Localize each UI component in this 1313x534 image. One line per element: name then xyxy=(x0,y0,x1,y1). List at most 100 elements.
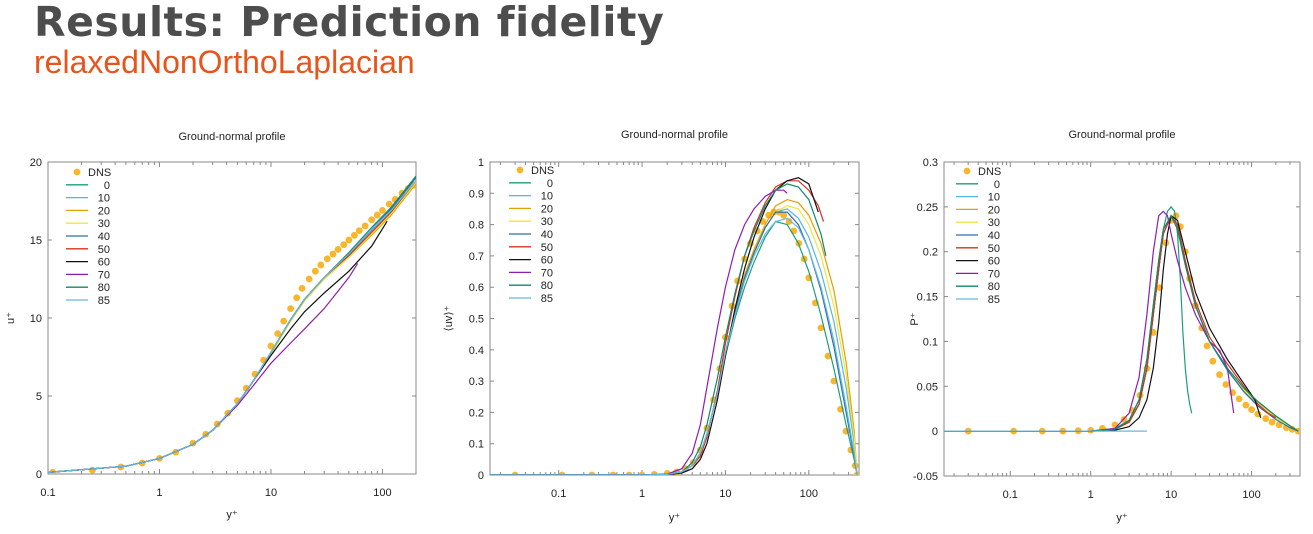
dns-point xyxy=(1248,406,1255,414)
dns-point xyxy=(1209,357,1217,365)
legend-label: 50 xyxy=(98,244,110,256)
dns-series xyxy=(964,212,1300,435)
dns-point xyxy=(242,384,250,392)
chart-production-profile: Ground-normal profile -0.05 0 0.05 0.1 0.15 0.… xyxy=(909,129,1301,524)
dns-point xyxy=(379,206,386,214)
x-tick-label: 10 xyxy=(719,488,731,500)
model-series xyxy=(48,175,416,473)
dns-point xyxy=(345,236,353,244)
y-tick-label: 0.1 xyxy=(923,336,938,348)
legend-label: 80 xyxy=(98,282,110,294)
x-tick-label: 10 xyxy=(265,487,277,499)
y-tick-label: 0.1 xyxy=(469,439,484,451)
dns-point xyxy=(267,342,275,350)
legend-label: 10 xyxy=(988,192,1000,204)
series-line-85 xyxy=(48,180,416,473)
dns-point xyxy=(780,211,788,219)
legend-label: 10 xyxy=(98,193,110,205)
dns-point xyxy=(830,377,838,385)
slide-title: Results: Prediction fidelity xyxy=(34,0,665,46)
dns-point xyxy=(511,471,519,475)
slide-subtitle: relaxedNonOrthoLaplacian xyxy=(34,44,415,80)
dns-point xyxy=(213,420,221,428)
legend-label: 0 xyxy=(994,179,1000,191)
dns-point xyxy=(558,471,566,475)
dns-point xyxy=(817,324,825,332)
legend-label: DNS xyxy=(978,166,1001,178)
y-tick-label: 0.25 xyxy=(917,202,938,214)
y-tick-label: 0.3 xyxy=(469,376,484,388)
chart-title: Ground-normal profile xyxy=(621,129,728,141)
dns-point xyxy=(1235,395,1243,403)
dns-point xyxy=(385,200,393,208)
x-tick-label: 10 xyxy=(1165,489,1177,501)
dns-point xyxy=(138,459,146,467)
y-tick-label: 0 xyxy=(932,426,938,438)
dns-point xyxy=(1268,418,1276,426)
y-tick-label: 0.3 xyxy=(923,157,938,169)
legend-dns-marker xyxy=(73,168,81,176)
dns-point xyxy=(287,305,294,313)
y-tick-label: 0.2 xyxy=(469,407,484,419)
dns-point xyxy=(1242,401,1250,409)
legend-label: 85 xyxy=(98,295,110,307)
plot-frame xyxy=(943,161,1301,477)
legend-label: 80 xyxy=(988,281,1000,293)
series-line-85 xyxy=(490,217,858,475)
x-axis-label: y⁺ xyxy=(1116,512,1128,524)
legend-label: 70 xyxy=(541,267,553,279)
dns-point xyxy=(1216,371,1223,379)
y-tick-label: 0.5 xyxy=(469,314,484,326)
x-tick-label: 0.1 xyxy=(551,488,566,500)
series-line-70 xyxy=(48,263,359,473)
legend-label: 30 xyxy=(988,217,1000,229)
dns-point xyxy=(765,211,773,219)
legend-label: 30 xyxy=(98,218,110,230)
dns-point xyxy=(350,231,358,239)
dns-point xyxy=(334,245,342,253)
legend-label: 40 xyxy=(541,229,553,241)
legend-label: 30 xyxy=(541,216,553,228)
dns-point xyxy=(1087,426,1095,434)
y-tick-label: 0.6 xyxy=(469,282,484,294)
dns-point xyxy=(323,255,331,263)
x-axis-label: y⁺ xyxy=(226,509,238,521)
legend-label: 60 xyxy=(988,256,1000,268)
x-tick-label: 0.1 xyxy=(1003,489,1018,501)
dns-point xyxy=(1203,342,1211,350)
dns-point xyxy=(280,317,288,325)
dns-point xyxy=(588,471,596,475)
x-tick-label: 100 xyxy=(800,488,818,500)
dns-point xyxy=(305,275,313,283)
dns-point xyxy=(274,330,282,337)
model-series xyxy=(944,205,1299,432)
legend-label: 20 xyxy=(98,205,110,217)
x-axis-label: y⁺ xyxy=(669,512,681,524)
dns-point xyxy=(625,471,633,475)
legend-label: DNS xyxy=(88,167,111,179)
y-tick-label: 5 xyxy=(36,391,42,403)
dns-point xyxy=(1275,421,1283,429)
dns-point xyxy=(311,267,319,275)
legend-label: 60 xyxy=(98,257,110,269)
chart-title: Ground-normal profile xyxy=(1069,129,1176,141)
dns-point xyxy=(785,218,793,225)
y-tick-label: 0 xyxy=(478,470,484,482)
dns-point xyxy=(298,284,306,292)
x-tick-label: 1 xyxy=(156,487,162,499)
y-tick-label: 0.05 xyxy=(917,381,938,393)
dns-point xyxy=(317,261,325,269)
dns-point xyxy=(293,294,301,302)
y-tick-label: 0.7 xyxy=(469,251,484,263)
series-line-60 xyxy=(944,214,1262,432)
x-tick-label: 100 xyxy=(373,487,391,499)
dns-point xyxy=(355,227,363,235)
y-tick-label: 0.9 xyxy=(469,188,484,200)
legend-label: 85 xyxy=(541,293,553,305)
legend-dns-marker xyxy=(516,166,524,174)
y-tick-label: -0.05 xyxy=(913,471,938,483)
y-tick-label: 10 xyxy=(30,313,42,325)
